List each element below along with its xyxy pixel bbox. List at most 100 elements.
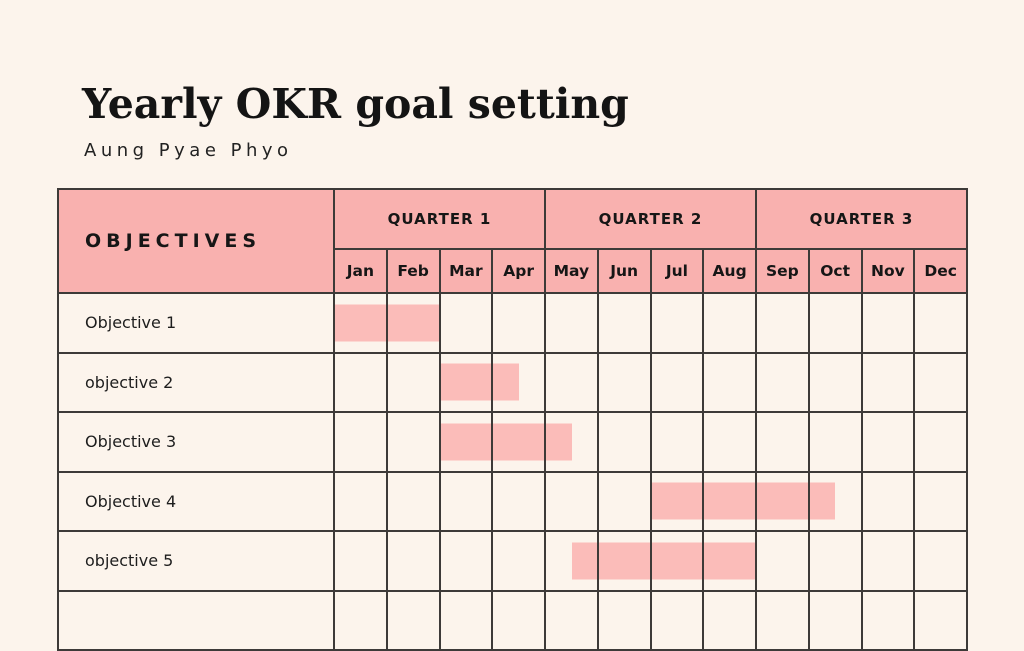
timeline-cell (913, 472, 966, 530)
timeline-cell (755, 472, 808, 530)
timeline-cell (335, 294, 386, 352)
timeline-cell (385, 294, 439, 352)
timeline-cell (438, 532, 492, 590)
timeline-cell (860, 294, 914, 352)
timeline-cell (544, 532, 597, 590)
timeline-cell (335, 473, 386, 531)
task-timeline (333, 472, 966, 531)
timeline-cell (491, 294, 544, 352)
timeline-cell (807, 591, 861, 649)
timeline-cell (913, 532, 966, 590)
timeline-cell (544, 591, 597, 649)
timeline-cell (335, 413, 386, 471)
month-header-cell: May (544, 250, 597, 292)
timeline-cell (438, 413, 492, 471)
timeline-cell (649, 532, 703, 590)
task-timeline (333, 294, 966, 352)
timeline-cell (544, 353, 597, 411)
task-bar (571, 542, 756, 580)
month-header-cell: Jul (649, 250, 703, 292)
timeline-cell (438, 472, 492, 530)
timeline-cell (702, 294, 755, 352)
task-label (59, 592, 333, 650)
timeline-cell (860, 532, 914, 590)
month-header-cell: Jun (596, 250, 650, 292)
objectives-header-cell: OBJECTIVES (85, 230, 262, 252)
timeline-cell (860, 413, 914, 471)
task-label: Objective 1 (85, 313, 177, 333)
timeline-cell (596, 294, 650, 352)
timeline-cell (807, 353, 861, 411)
task-row (59, 589, 966, 650)
month-header-cell: Feb (385, 250, 439, 292)
timeline-cell (438, 353, 492, 411)
timeline-cell (596, 472, 650, 530)
timeline-cell (860, 591, 914, 649)
month-header-row: Jan Feb Mar Apr May Jun Jul Aug Sep Oct Nov Dec (335, 248, 966, 292)
task-timeline (333, 413, 966, 471)
timeline-cell (385, 591, 439, 649)
task-bar (440, 423, 572, 461)
timeline-cell (385, 532, 439, 590)
month-header-cell: Oct (807, 250, 861, 292)
timeline-cell (596, 413, 650, 471)
timeline-cell (491, 472, 544, 530)
quarter-header-cell: QUARTER 2 (544, 190, 755, 248)
task-label: objective 5 (85, 551, 174, 571)
timeline-cell (649, 294, 703, 352)
timeline-cell (491, 532, 544, 590)
timeline-cell (335, 354, 386, 412)
task-row: Objective 3 (59, 411, 966, 471)
task-bar (440, 363, 520, 401)
timeline-cell (755, 413, 808, 471)
timeline-cell (913, 413, 966, 471)
task-row: objective 5 (59, 530, 966, 590)
timeline-cell (913, 353, 966, 411)
timeline-cell (596, 353, 650, 411)
timeline-header: QUARTER 1 QUARTER 2 QUARTER 3 Jan Feb Mar Apr… (333, 190, 966, 292)
timeline-cell (649, 413, 703, 471)
quarter-header-cell: QUARTER 1 (387, 210, 492, 228)
timeline-cell (491, 353, 544, 411)
timeline-cell (335, 532, 386, 590)
timeline-cell (702, 413, 755, 471)
table-header: OBJECTIVES QUARTER 1 QUARTER 2 QUARTER 3 J… (59, 190, 966, 292)
timeline-cell (491, 413, 544, 471)
timeline-cell (755, 294, 808, 352)
timeline-cell (438, 591, 492, 649)
timeline-cell (913, 591, 966, 649)
timeline-cell (335, 592, 386, 650)
task-row: objective 2 (59, 351, 966, 412)
timeline-cell (807, 532, 861, 590)
task-label: objective 2 (85, 372, 174, 392)
timeline-cell (649, 591, 703, 649)
timeline-cell (596, 532, 650, 590)
timeline-cell (649, 472, 703, 530)
task-timeline (333, 353, 966, 412)
task-row: Objective 1 (59, 292, 966, 352)
quarter-header-cell: QUARTER 3 (755, 190, 966, 248)
month-header-cell: Nov (860, 250, 914, 292)
month-header-cell: Apr (491, 250, 544, 292)
timeline-cell (755, 591, 808, 649)
task-bar (650, 482, 835, 520)
timeline-cell (807, 413, 861, 471)
month-header-cell: Mar (438, 250, 492, 292)
timeline-cell (913, 294, 966, 352)
month-header-cell: Sep (755, 250, 808, 292)
timeline-cell (860, 353, 914, 411)
timeline-cell (385, 353, 439, 411)
month-header-cell: Aug (702, 250, 755, 292)
timeline-cell (755, 353, 808, 411)
timeline-cell (544, 472, 597, 530)
month-header-cell: Dec (913, 250, 966, 292)
task-rows: Objective 1 objective 2 Objective 3 Objecti… (59, 292, 966, 649)
timeline-cell (491, 591, 544, 649)
timeline-cell (385, 413, 439, 471)
timeline-cell (807, 472, 861, 530)
timeline-cell (544, 294, 597, 352)
timeline-cell (807, 294, 861, 352)
timeline-cell (702, 472, 755, 530)
page-title: Yearly OKR goal setting (82, 80, 629, 128)
month-header-cell: Jan (346, 262, 374, 280)
